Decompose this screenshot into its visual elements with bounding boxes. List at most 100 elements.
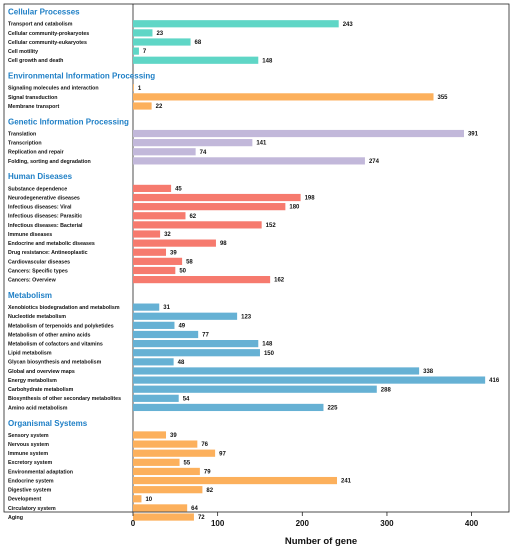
bar-metabolism-of-terpenoids-and-polyketides	[133, 321, 175, 329]
bar-digestive-system	[133, 486, 203, 494]
value-label: 76	[201, 442, 208, 448]
category-label: Infectious diseases: Bacterial	[8, 223, 83, 229]
category-label: Nucleotide metabolism	[8, 314, 66, 320]
category-label: Drug resistance: Antineoplastic	[8, 250, 88, 256]
category-label: Cancers: Specific types	[8, 268, 68, 274]
bar-amino-acid-metabolism	[133, 403, 324, 412]
value-label: 55	[184, 460, 191, 466]
value-label: 79	[204, 470, 211, 476]
category-label: Cell motility	[8, 49, 38, 55]
value-label: 64	[191, 506, 198, 512]
value-label: 62	[189, 214, 196, 220]
value-label: 77	[202, 333, 209, 339]
category-label: Metabolism of cofactors and vitamins	[8, 342, 103, 348]
value-label: 152	[266, 223, 277, 229]
bar-folding-sorting-and-degradation	[133, 157, 365, 165]
value-label: 54	[183, 396, 190, 402]
bar-infectious-diseases-bacterial	[133, 221, 262, 229]
bar-metabolism-of-other-amino-acids	[133, 330, 199, 339]
category-label: Digestive system	[8, 488, 52, 494]
category-label: Metabolism of terpenoids and polyketides	[8, 323, 114, 329]
category-label: Endocrine system	[8, 478, 54, 484]
bar-sensory-system	[133, 431, 167, 439]
bar-membrane-transport	[133, 102, 152, 110]
category-label: Global and overview maps	[8, 369, 75, 375]
category-label: Environmental adaptation	[8, 469, 73, 475]
value-label: 10	[145, 497, 152, 503]
category-label: Energy metabolism	[8, 378, 57, 384]
value-label: 416	[489, 378, 500, 384]
bar-cancers-overview	[133, 276, 271, 284]
bar-biosynthesis-of-other-secondary-metabolites	[133, 394, 179, 402]
value-label: 50	[179, 269, 186, 275]
x-tick-label: 100	[211, 519, 225, 528]
x-tick-label: 300	[380, 519, 394, 528]
category-label: Aging	[8, 515, 23, 521]
bar-translation	[133, 129, 464, 138]
category-label: Nervous system	[8, 442, 49, 448]
group-title-metabolism: Metabolism	[8, 291, 52, 300]
bar-drug-resistance-antineoplastic	[133, 248, 167, 256]
value-label: 7	[143, 49, 147, 55]
bar-environmental-adaptation	[133, 467, 200, 476]
category-label: Cell growth and death	[8, 58, 63, 64]
category-label: Translation	[8, 131, 36, 137]
bar-replication-and-repair	[133, 148, 196, 156]
bar-endocrine-and-metabolic-diseases	[133, 239, 216, 247]
value-label: 243	[343, 22, 354, 28]
value-label: 68	[195, 40, 202, 46]
bar-signal-transduction	[133, 93, 434, 101]
category-label: Transcription	[8, 141, 42, 147]
bar-cancers-specific-types	[133, 266, 176, 275]
value-label: 180	[289, 205, 300, 211]
bar-carbohydrate-metabolism	[133, 385, 377, 393]
category-label: Folding, sorting and degradation	[8, 159, 91, 165]
category-label: Biosynthesis of other secondary metaboli…	[8, 396, 121, 402]
bar-transport-and-catabolism	[133, 20, 339, 28]
value-label: 32	[164, 232, 171, 238]
group-title-organismal-systems: Organismal Systems	[8, 419, 88, 428]
bar-endocrine-system	[133, 476, 338, 485]
value-label: 288	[381, 387, 392, 393]
value-label: 58	[186, 259, 193, 265]
x-tick-label: 0	[131, 519, 136, 528]
category-label: Circulatory system	[8, 506, 56, 512]
category-label: Signaling molecules and interaction	[8, 86, 99, 92]
category-label: Replication and repair	[8, 150, 64, 156]
category-label: Immune diseases	[8, 232, 52, 238]
value-label: 148	[262, 342, 273, 348]
category-label: Infectious diseases: Parasitic	[8, 214, 82, 220]
value-label: 141	[256, 141, 267, 147]
x-tick-label: 400	[465, 519, 479, 528]
bar-cell-growth-and-death	[133, 56, 259, 64]
category-label: Excretory system	[8, 460, 52, 466]
value-label: 82	[206, 488, 213, 494]
category-label: Membrane transport	[8, 104, 59, 110]
category-label: Transport and catabolism	[8, 22, 73, 28]
value-label: 162	[274, 278, 285, 284]
value-label: 23	[156, 31, 163, 37]
bar-xenobiotics-biodegradation-and-metabolism	[133, 303, 160, 311]
bar-signaling-molecules-and-interaction	[133, 84, 134, 92]
bar-cardiovascular-diseases	[133, 257, 183, 265]
category-label: Cellular community-prokaryotes	[8, 31, 89, 37]
category-label: Development	[8, 497, 41, 503]
x-axis-title: Number of gene	[285, 536, 357, 547]
bar-global-and-overview-maps	[133, 367, 420, 375]
value-label: 150	[264, 351, 275, 357]
group-title-cellular-processes: Cellular Processes	[8, 8, 80, 17]
value-label: 1	[138, 86, 142, 92]
bar-neurodegenerative-diseases	[133, 193, 301, 202]
value-label: 39	[170, 250, 177, 256]
value-label: 391	[468, 132, 479, 138]
group-title-genetic-information-processing: Genetic Information Processing	[8, 117, 129, 126]
value-label: 338	[423, 369, 434, 375]
category-label: Cellular community-eukaryotes	[8, 40, 87, 46]
bar-infectious-diseases-parasitic	[133, 212, 186, 220]
x-tick-label: 200	[296, 519, 310, 528]
bar-immune-system	[133, 449, 216, 457]
category-label: Amino acid metabolism	[8, 405, 68, 411]
category-label: Cancers: Overview	[8, 278, 57, 284]
value-label: 241	[341, 479, 352, 485]
